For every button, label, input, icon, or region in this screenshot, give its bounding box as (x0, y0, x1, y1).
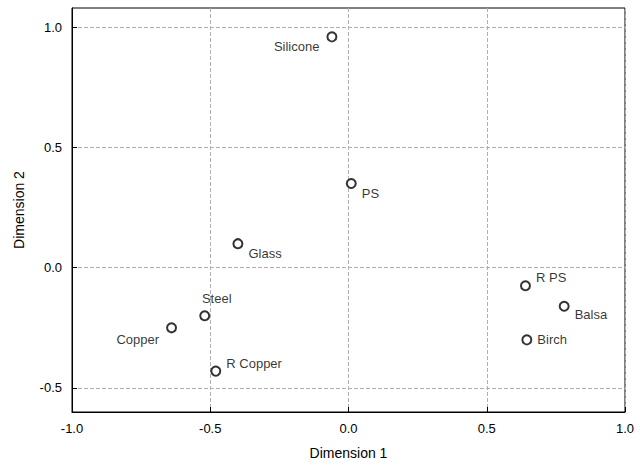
svg-text:0.5: 0.5 (44, 140, 62, 155)
svg-text:Balsa: Balsa (575, 307, 608, 322)
svg-text:0.0: 0.0 (339, 421, 357, 436)
svg-text:Copper: Copper (116, 332, 159, 347)
svg-text:Dimension 2: Dimension 2 (11, 171, 27, 249)
svg-text:Birch: Birch (537, 332, 567, 347)
svg-text:0.0: 0.0 (44, 260, 62, 275)
svg-text:1.0: 1.0 (616, 421, 634, 436)
svg-text:-1.0: -1.0 (61, 421, 83, 436)
svg-text:R PS: R PS (536, 270, 567, 285)
svg-text:-0.5: -0.5 (199, 421, 221, 436)
svg-text:R Copper: R Copper (226, 356, 282, 371)
svg-text:Glass: Glass (248, 246, 282, 261)
svg-text:Steel: Steel (202, 291, 232, 306)
svg-text:Dimension 1: Dimension 1 (310, 445, 388, 461)
svg-text:0.5: 0.5 (478, 421, 496, 436)
svg-text:Silicone: Silicone (274, 39, 320, 54)
svg-text:PS: PS (362, 186, 380, 201)
svg-text:1.0: 1.0 (44, 20, 62, 35)
svg-text:-0.5: -0.5 (40, 380, 62, 395)
